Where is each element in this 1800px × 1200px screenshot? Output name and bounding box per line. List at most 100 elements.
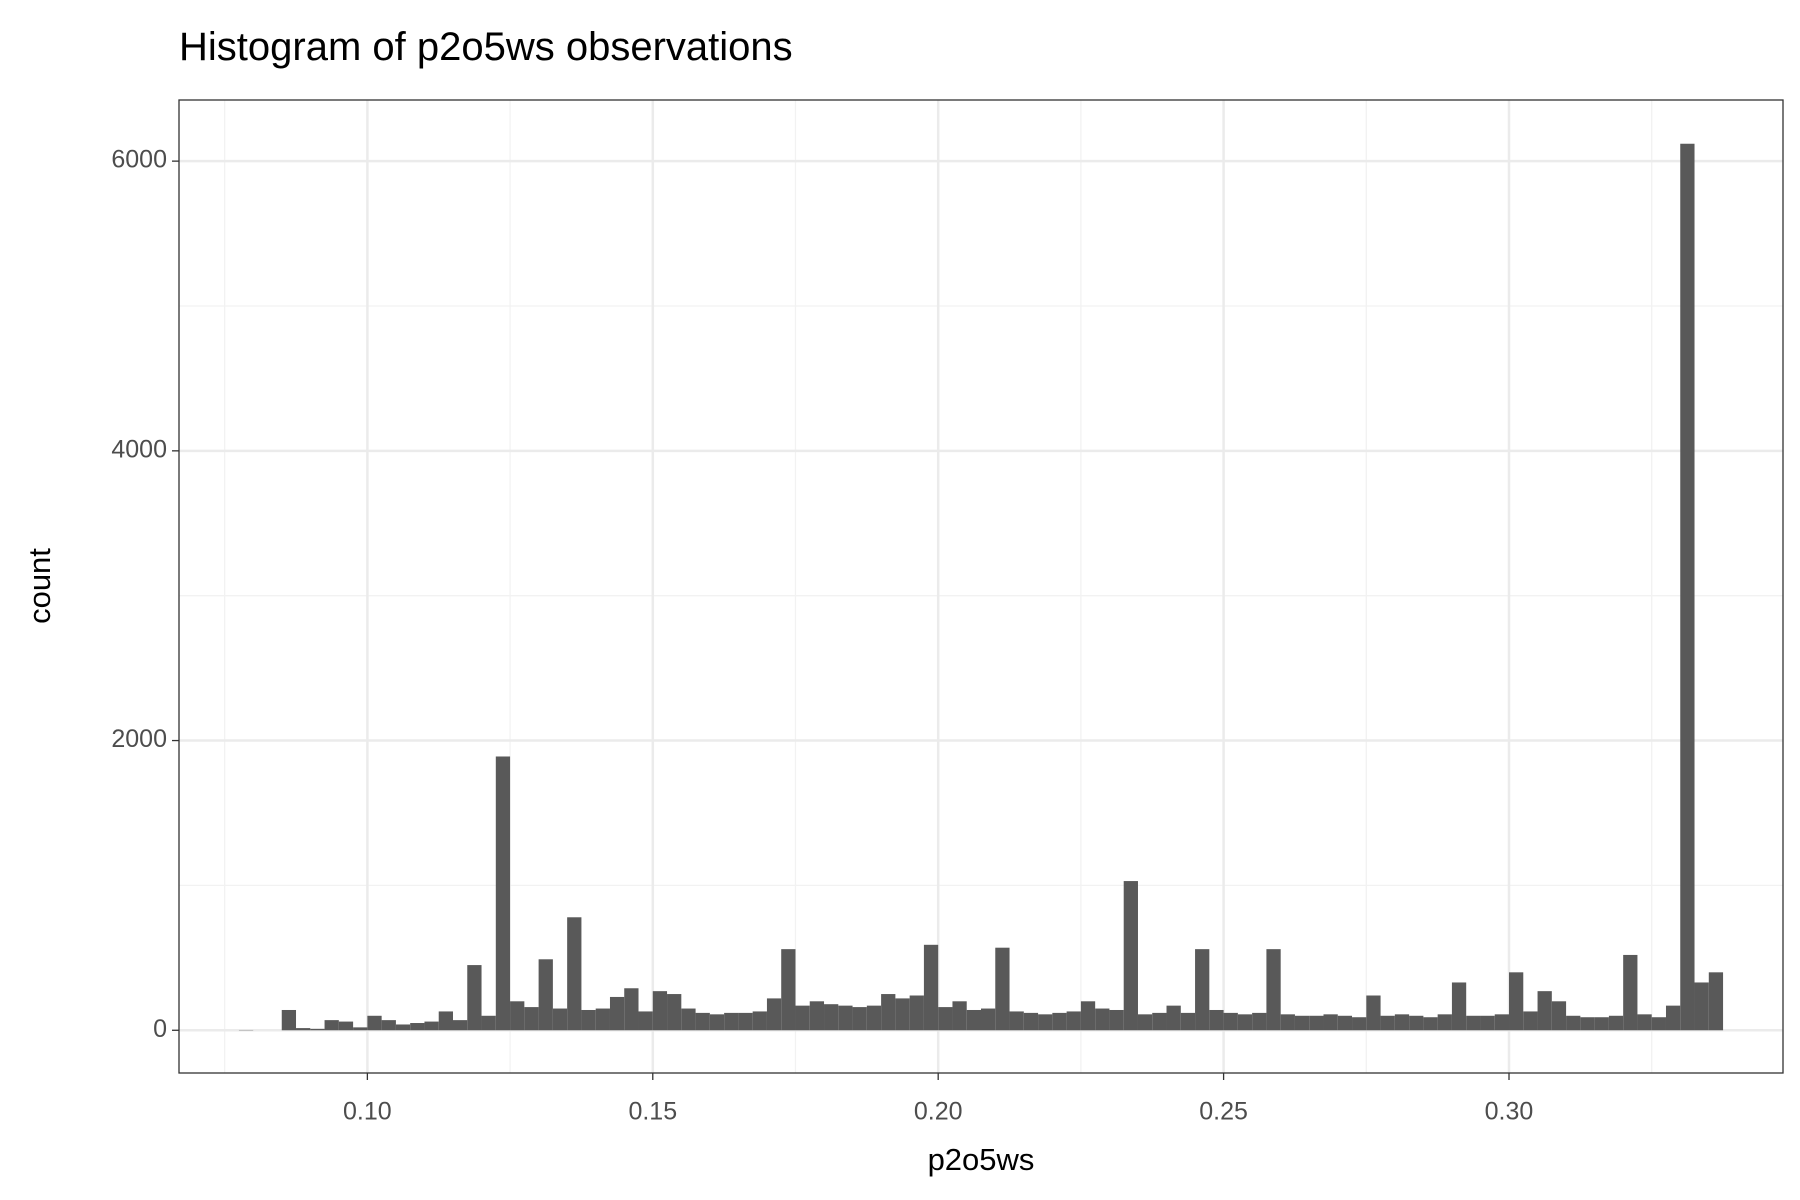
bar <box>310 1028 325 1031</box>
bar <box>938 1007 953 1031</box>
bar <box>1494 1014 1510 1031</box>
bar <box>467 965 482 1031</box>
bar <box>1566 1015 1581 1031</box>
y-tick-label: 4000 <box>111 435 167 463</box>
bar <box>1223 1012 1238 1031</box>
bar <box>395 1024 411 1031</box>
bar <box>452 1020 468 1031</box>
bar <box>1551 1001 1567 1031</box>
bar <box>1023 1012 1039 1031</box>
bar <box>1380 1015 1395 1031</box>
bar <box>709 1014 725 1031</box>
bar <box>1038 1014 1053 1031</box>
bar <box>510 1001 525 1031</box>
bar <box>1637 1014 1652 1031</box>
bar <box>1123 881 1138 1031</box>
bar <box>1366 995 1381 1031</box>
bar <box>1708 972 1724 1031</box>
bar <box>1509 972 1524 1031</box>
bar <box>367 1015 382 1031</box>
bar <box>1180 1012 1196 1031</box>
bar <box>281 1009 297 1031</box>
chart-title: Histogram of p2o5ws observations <box>179 25 793 69</box>
bar <box>1280 1014 1295 1031</box>
bar <box>866 1005 882 1031</box>
bar <box>667 994 682 1031</box>
bar <box>624 988 639 1031</box>
bar <box>1480 1015 1495 1031</box>
bar <box>1080 1001 1096 1031</box>
bar <box>995 947 1010 1031</box>
bar <box>524 1007 539 1031</box>
bar <box>724 1012 739 1031</box>
bar <box>1294 1015 1310 1031</box>
bar <box>1352 1017 1367 1031</box>
bar <box>438 1011 453 1031</box>
bar <box>881 994 896 1031</box>
bar <box>1309 1015 1324 1031</box>
bar <box>838 1005 853 1031</box>
bar <box>1608 1015 1624 1031</box>
bar <box>1266 949 1281 1031</box>
bar <box>567 917 582 1031</box>
bar <box>1537 991 1552 1031</box>
x-tick-label: 0.25 <box>1199 1098 1248 1126</box>
y-tick-label: 0 <box>153 1015 167 1043</box>
bar <box>681 1008 696 1031</box>
bar <box>495 756 511 1031</box>
bar <box>1423 1017 1438 1031</box>
bar <box>324 1020 339 1031</box>
bar <box>852 1007 867 1031</box>
bar <box>652 991 668 1031</box>
bar <box>766 998 782 1031</box>
bar <box>923 944 939 1031</box>
x-tick-label: 0.10 <box>343 1098 392 1126</box>
bar <box>353 1027 368 1031</box>
bar <box>809 1001 825 1031</box>
bar <box>1195 949 1210 1031</box>
x-axis-title: p2o5ws <box>928 1142 1035 1177</box>
bar <box>752 1011 767 1031</box>
bar <box>1394 1014 1410 1031</box>
bar <box>581 1009 596 1031</box>
bar <box>909 995 924 1031</box>
x-tick-label: 0.15 <box>628 1098 677 1126</box>
x-tick-label: 0.20 <box>914 1098 963 1126</box>
bar <box>824 1004 839 1031</box>
bar <box>552 1008 568 1031</box>
bar <box>1337 1015 1353 1031</box>
bar <box>966 1009 981 1031</box>
bar <box>1466 1015 1481 1031</box>
bar <box>1052 1012 1067 1031</box>
bar <box>1580 1017 1595 1031</box>
bar <box>952 1001 967 1031</box>
bar <box>695 1012 710 1031</box>
bar <box>1252 1012 1267 1031</box>
bar <box>296 1028 311 1031</box>
bar <box>538 959 553 1031</box>
bar <box>1209 1009 1224 1031</box>
bar <box>1166 1005 1181 1031</box>
bar <box>424 1021 439 1031</box>
bar <box>638 1011 653 1031</box>
bar <box>1523 1011 1538 1031</box>
bar <box>1137 1014 1153 1031</box>
bar <box>1451 982 1467 1031</box>
bar <box>595 1008 610 1031</box>
bar <box>895 998 910 1031</box>
y-tick-label: 6000 <box>111 146 167 174</box>
bar <box>338 1021 354 1031</box>
bar <box>1237 1014 1253 1031</box>
bar <box>981 1008 996 1031</box>
bar <box>481 1015 496 1031</box>
bar <box>1623 954 1638 1031</box>
bar <box>781 949 796 1031</box>
bar <box>1109 1009 1124 1031</box>
bar <box>410 1023 425 1031</box>
bar <box>795 1005 810 1031</box>
bar <box>1095 1008 1110 1031</box>
bar <box>1680 143 1695 1031</box>
bar <box>609 996 625 1031</box>
